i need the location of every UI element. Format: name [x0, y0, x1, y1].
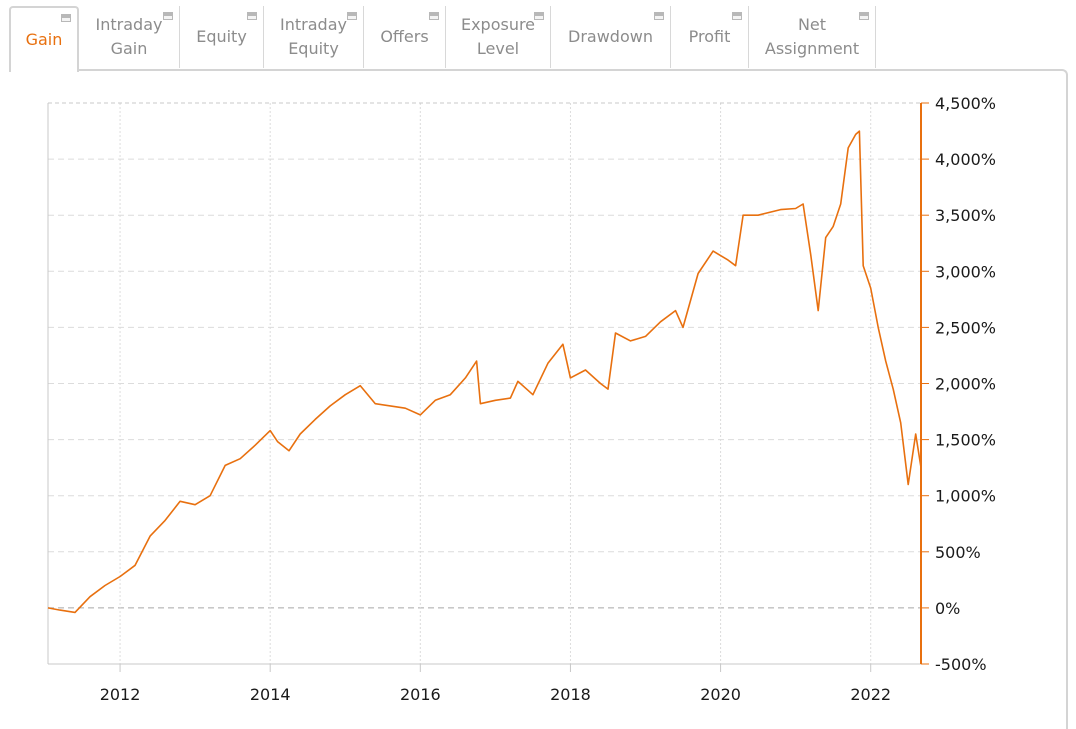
maximize-icon[interactable]: [654, 12, 664, 20]
y-tick-label: 2,500%: [935, 318, 996, 337]
maximize-icon[interactable]: [732, 12, 742, 20]
maximize-icon[interactable]: [429, 12, 439, 20]
x-tick-labels: 2012 2014 2016 2018 2020 2022: [100, 685, 891, 704]
tab-label: Equity: [196, 27, 247, 46]
series-layer: [47, 130, 922, 614]
x-tick-label: 2022: [850, 685, 891, 704]
x-tick-label: 2018: [550, 685, 591, 704]
maximize-icon[interactable]: [247, 12, 257, 20]
x-tick-label: 2016: [400, 685, 441, 704]
tab-label: Drawdown: [568, 27, 653, 46]
y-tick-label: -500%: [935, 655, 987, 674]
tab-gain[interactable]: Gain: [9, 6, 79, 72]
y-tick-label: 4,000%: [935, 150, 996, 169]
tab-equity[interactable]: Equity: [180, 6, 264, 68]
tab-label: Intraday Equity: [280, 15, 347, 58]
tab-label: Exposure Level: [460, 15, 536, 58]
maximize-icon[interactable]: [163, 12, 173, 20]
maximize-icon[interactable]: [347, 12, 357, 20]
y-tick-label: 1,000%: [935, 487, 996, 506]
tab-label: Intraday Gain: [95, 15, 163, 58]
tab-label: Profit: [688, 27, 731, 46]
y-tick-label: 1,500%: [935, 431, 996, 450]
y-tick-label: 0%: [935, 599, 960, 618]
y-tick-label: 3,500%: [935, 206, 996, 225]
maximize-icon[interactable]: [534, 12, 544, 20]
chart-tabs: Gain Intraday Gain Equity Intraday Equit…: [0, 0, 1076, 72]
tab-net-assignment[interactable]: Net Assignment: [749, 6, 876, 68]
x-tick-label: 2012: [100, 685, 141, 704]
y-tick-label: 2,000%: [935, 375, 996, 394]
x-tick-label: 2014: [250, 685, 291, 704]
tab-drawdown[interactable]: Drawdown: [551, 6, 671, 68]
axes: [47, 102, 929, 672]
y-tick-label: 4,500%: [935, 94, 996, 113]
gain-series-line: [47, 130, 922, 614]
y-tick-label: 500%: [935, 543, 981, 562]
y-tick-label: 3,000%: [935, 262, 996, 281]
chart-panel-border: [77, 69, 1068, 729]
tab-label: Gain: [25, 30, 63, 49]
tab-label: Offers: [380, 27, 429, 46]
tab-profit[interactable]: Profit: [671, 6, 749, 68]
maximize-icon[interactable]: [859, 12, 869, 20]
tab-offers[interactable]: Offers: [364, 6, 446, 68]
maximize-icon[interactable]: [61, 14, 71, 22]
x-tick-label: 2020: [700, 685, 741, 704]
tab-intraday-gain[interactable]: Intraday Gain: [79, 6, 180, 68]
tab-intraday-equity[interactable]: Intraday Equity: [264, 6, 364, 68]
tab-label: Net Assignment: [764, 15, 860, 58]
tab-exposure-level[interactable]: Exposure Level: [446, 6, 551, 68]
y-tick-labels: 4,500% 4,000% 3,500% 3,000% 2,500% 2,000% 1,50…: [935, 94, 996, 674]
grid-lines: [48, 103, 921, 664]
